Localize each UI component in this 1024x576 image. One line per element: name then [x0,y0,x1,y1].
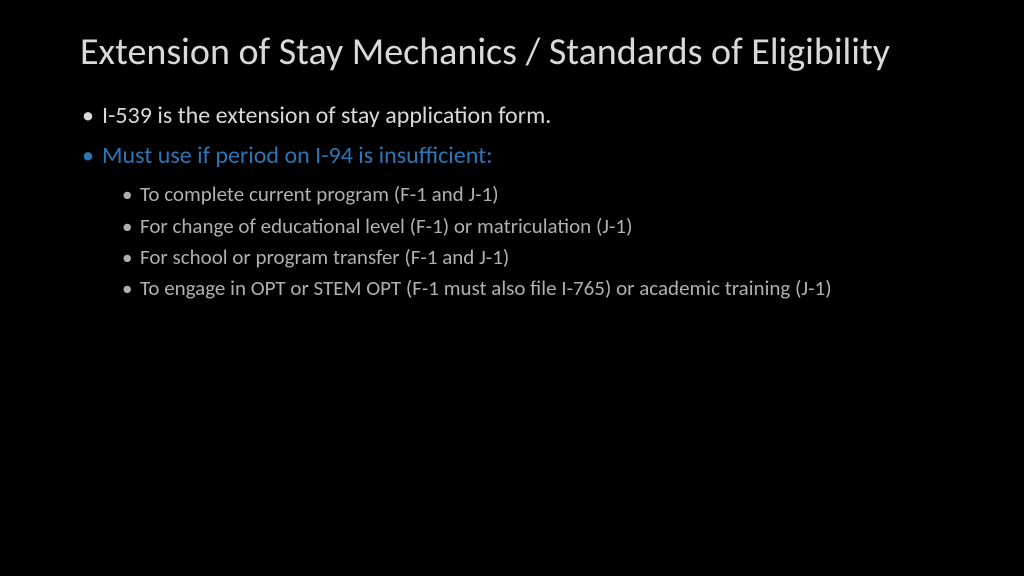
sub-bullet-item: For change of educational level (F-1) or… [80,212,944,240]
sub-bullet-item: To engage in OPT or STEM OPT (F-1 must a… [80,274,944,302]
slide-title: Extension of Stay Mechanics / Standards … [80,30,944,76]
bullet-item: I-539 is the extension of stay applicati… [80,100,944,132]
sub-bullet-item: For school or program transfer (F-1 and … [80,243,944,271]
bullet-item-accent: Must use if period on I-94 is insufficie… [80,140,944,172]
main-bullet-list: I-539 is the extension of stay applicati… [80,100,944,173]
sub-bullet-list: To complete current program (F-1 and J-1… [80,180,944,302]
sub-bullet-item: To complete current program (F-1 and J-1… [80,180,944,208]
